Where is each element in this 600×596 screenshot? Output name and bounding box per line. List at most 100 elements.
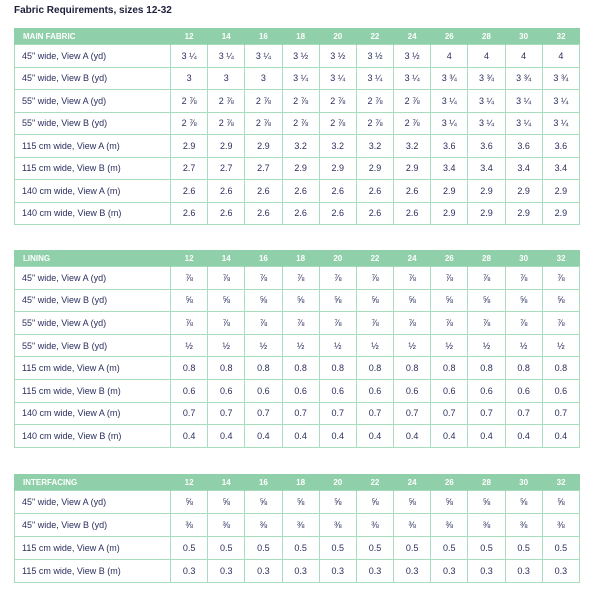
cell: 0.7 [393,401,432,426]
cell: ⅞ [467,311,506,335]
cell: 2.9 [355,156,395,180]
cell: 0.4 [430,424,469,448]
size-header: 22 [355,250,394,267]
cell: 0.3 [355,559,395,583]
row-label: 115 cm wide, View B (m) [14,156,171,180]
cell: ⅝ [467,490,506,514]
cell: ⅞ [169,266,209,290]
cell: 0.3 [430,559,469,583]
cell: 2 ⅞ [355,111,395,135]
cell: 3 ¼ [430,111,469,135]
size-header: 16 [244,474,283,491]
cell: ½ [355,333,395,358]
cell: 2 ⅞ [169,111,209,135]
cell: ⅞ [541,266,581,290]
cell: 3 ¾ [467,66,506,90]
cell: ⅝ [430,288,469,313]
cell: 3 ¾ [430,66,469,90]
cell: 0.7 [467,401,506,426]
cell: 0.7 [541,401,581,426]
header-row: LINING 12 14 16 18 20 22 24 26 28 30 32 [14,250,580,267]
row-label: 115 cm wide, View B (m) [14,378,171,403]
cell: 0.4 [244,424,283,448]
row-label: 115 cm wide, View A (m) [14,536,171,560]
cell: 0.4 [355,424,395,448]
cell: 3 ¼ [504,111,543,135]
cell: 2.6 [244,179,283,203]
cell: 2.6 [318,201,357,225]
cell: 3.6 [541,134,581,158]
cell: 2.6 [355,179,395,203]
cell: 0.4 [541,424,581,448]
cell: 2.6 [318,179,357,203]
cell: ⅞ [393,266,432,290]
cell: 0.5 [430,536,469,560]
cell: 2 ⅞ [281,111,320,135]
cell: 2.9 [467,201,506,225]
cell: 2 ⅞ [393,111,432,135]
row-label: 140 cm wide, View B (m) [14,201,171,225]
data-row: 140 cm wide, View B (m) 0.4 0.4 0.4 0.4 0.4 0.… [14,424,581,448]
cell: ⅞ [169,311,209,335]
page-title: Fabric Requirements, sizes 12-32 [14,5,172,16]
cell: ⅞ [355,311,395,335]
cell: 2 ⅞ [169,89,209,113]
cell: ⅞ [281,311,320,335]
cell: 0.8 [244,356,283,380]
cell: 0.7 [504,401,543,426]
row-label: 140 cm wide, View B (m) [14,424,171,448]
cell: ½ [207,333,246,358]
cell: 3 ¼ [318,66,357,90]
cell: ⅞ [504,311,543,335]
size-header: 26 [430,474,468,491]
row-label: 115 cm wide, View A (m) [14,356,171,380]
cell: 0.6 [467,378,506,403]
section-header: LINING [14,250,171,267]
cell: ⅝ [541,288,581,313]
size-header: 32 [541,28,580,45]
header-row: MAIN FABRIC 12 14 16 18 20 22 24 26 28 30 32 [14,28,580,45]
data-row: 45" wide, View A (yd) ⅝ ⅝ ⅝ ⅝ ⅝ ⅝ ⅝ ⅝ ⅝ ⅝ ⅝ [14,490,581,514]
cell: 0.7 [207,401,246,426]
size-header: 30 [504,28,543,45]
cell: 0.5 [504,536,543,560]
cell: 0.3 [244,559,283,583]
cell: 0.7 [244,401,283,426]
size-header: 24 [393,28,431,45]
cell: 3 ½ [318,44,357,68]
cell: 2.6 [207,201,246,225]
size-header: 32 [541,250,580,267]
cell: ⅞ [207,311,246,335]
cell: 4 [467,44,506,68]
cell: 0.8 [207,356,246,380]
cell: 2.7 [207,156,246,180]
cell: 0.5 [393,536,432,560]
cell: 2.9 [393,156,432,180]
cell: 2.6 [207,179,246,203]
cell: 0.5 [541,536,581,560]
cell: 0.8 [169,356,209,380]
cell: 3 ½ [281,44,320,68]
row-label: 115 cm wide, View B (m) [14,559,171,583]
cell: ⅝ [541,490,581,514]
cell: 0.8 [430,356,469,380]
cell: ½ [281,333,320,358]
cell: ⅜ [467,513,506,537]
cell: 3.2 [318,134,357,158]
cell: 3 [207,66,246,90]
cell: 3 [169,66,209,90]
cell: 2.6 [281,179,320,203]
cell: ⅝ [244,288,283,313]
cell: 0.8 [355,356,395,380]
data-row: 115 cm wide, View B (m) 0.6 0.6 0.6 0.6 0.6 0.… [14,378,581,403]
cell: 3.2 [281,134,320,158]
size-header: 24 [393,474,431,491]
size-header: 12 [169,28,208,45]
cell: 2.9 [467,179,506,203]
cell: 0.3 [281,559,320,583]
cell: 0.5 [169,536,209,560]
cell: 0.7 [430,401,469,426]
row-label: 140 cm wide, View A (m) [14,179,171,203]
